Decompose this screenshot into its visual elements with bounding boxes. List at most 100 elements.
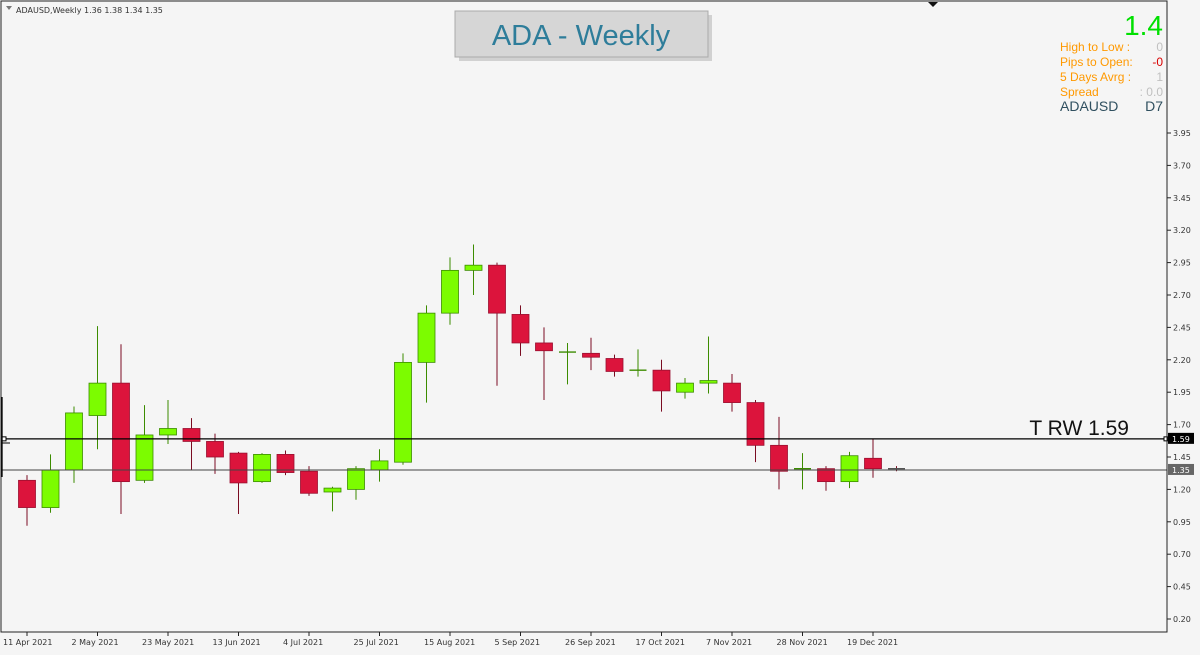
candle-body — [41, 469, 60, 508]
y-tick-label: 0.95 — [1173, 518, 1191, 527]
candle-body — [65, 412, 83, 471]
current-price-tag-text: 1.35 — [1172, 466, 1190, 475]
y-tick-label: 1.20 — [1173, 485, 1191, 494]
candle-body — [159, 428, 177, 436]
y-tick-label: 1.95 — [1173, 388, 1191, 397]
high-to-low-label: High to Low : — [1060, 40, 1130, 54]
candle — [629, 349, 647, 377]
candle-body — [511, 314, 530, 344]
plot-frame — [0, 0, 1168, 633]
candle — [535, 327, 553, 400]
candle-body — [300, 470, 318, 494]
horizontal-lines[interactable]: T RW 1.59 1.59 1.35 — [1, 417, 1194, 475]
candle — [511, 305, 530, 356]
y-tick-label: 0.45 — [1173, 583, 1191, 592]
candle — [253, 453, 271, 483]
candle-body — [347, 468, 365, 490]
info-timeframe: D7 — [1145, 98, 1163, 114]
candle-body — [229, 452, 248, 484]
title-box: ADA - Weekly — [454, 10, 712, 61]
five-days-average-value: 1 — [1156, 70, 1163, 84]
x-tick-label: 28 Nov 2021 — [777, 638, 828, 647]
high-to-low-value: 0 — [1156, 40, 1163, 54]
x-tick-label: 4 Jul 2021 — [283, 638, 323, 647]
y-tick-label: 3.70 — [1173, 161, 1191, 170]
candle-body — [488, 264, 506, 314]
candle — [206, 433, 224, 474]
x-tick-label: 2 May 2021 — [72, 638, 119, 647]
candle — [18, 475, 36, 526]
x-tick-label: 17 Oct 2021 — [636, 638, 685, 647]
candle — [559, 342, 576, 385]
symbol-info: ADAUSD,Weekly 1.36 1.38 1.34 1.35 — [16, 6, 163, 15]
candle-body — [18, 479, 36, 508]
y-tick-label: 1.70 — [1173, 421, 1191, 430]
y-tick-label: 1.45 — [1173, 453, 1191, 462]
pips-to-open-label: Pips to Open: — [1060, 55, 1133, 69]
candle — [159, 399, 177, 445]
spread-value: : 0.0 — [1140, 85, 1164, 99]
candle — [770, 416, 788, 490]
candle-body — [441, 269, 459, 314]
trw-price-tag-text: 1.59 — [1172, 435, 1190, 444]
candle — [135, 405, 154, 483]
candle — [464, 244, 483, 295]
x-tick-label: 5 Sep 2021 — [495, 638, 541, 647]
title-text: ADA - Weekly — [492, 20, 671, 52]
candle-body — [699, 380, 718, 384]
candle-body — [676, 382, 694, 393]
candle — [676, 377, 694, 399]
x-tick-label: 19 Dec 2021 — [847, 638, 898, 647]
candle — [582, 337, 600, 371]
candle — [417, 305, 436, 403]
current-price-tag — [1168, 463, 1194, 475]
y-tick-label: 2.20 — [1173, 356, 1191, 365]
candle-body — [840, 455, 859, 483]
candle-body — [253, 454, 271, 483]
spread-label: Spread — [1060, 85, 1099, 99]
candle — [323, 486, 342, 512]
trw-price-tag — [1168, 432, 1194, 444]
candle — [88, 326, 107, 450]
candle — [723, 374, 741, 412]
symbol-collapse-icon[interactable] — [6, 6, 12, 10]
chart-shift-marker-icon[interactable] — [928, 2, 938, 7]
x-tick-label: 15 Aug 2021 — [424, 638, 475, 647]
candle — [699, 336, 718, 394]
candle — [746, 399, 765, 463]
candle-body — [323, 487, 342, 493]
candle-body — [135, 434, 154, 481]
candle — [347, 466, 365, 500]
x-tick-label: 25 Jul 2021 — [354, 638, 399, 647]
x-tick-label: 26 Sep 2021 — [565, 638, 616, 647]
trw-line-label: T RW 1.59 — [1029, 417, 1129, 440]
candle — [300, 466, 318, 496]
x-tick-label: 11 Apr 2021 — [3, 638, 52, 647]
candle — [229, 451, 248, 515]
candles — [18, 244, 905, 526]
five-days-average-label: 5 Days Avrg : — [1060, 70, 1131, 84]
candle — [794, 453, 811, 490]
info-symbol: ADAUSD — [1060, 98, 1118, 114]
candle — [276, 450, 295, 476]
y-tick-label: 2.95 — [1173, 259, 1191, 268]
candle-body — [817, 468, 835, 483]
candle-body — [770, 444, 788, 472]
candle — [41, 454, 60, 513]
candle-body — [723, 382, 741, 403]
candle — [441, 257, 459, 325]
price-display: 1.4 — [1124, 10, 1163, 41]
candle — [488, 262, 506, 386]
candle-body — [746, 402, 765, 446]
candle — [394, 353, 412, 465]
candle-body — [652, 369, 671, 392]
candle-body — [206, 441, 224, 458]
info-panel: 1.4 High to Low : 0 Pips to Open: -0 5 D… — [1060, 10, 1163, 114]
y-tick-label: 3.45 — [1173, 194, 1191, 203]
x-tick-label: 13 Jun 2021 — [213, 638, 261, 647]
candle-body — [88, 382, 107, 416]
candle-body — [394, 361, 412, 463]
